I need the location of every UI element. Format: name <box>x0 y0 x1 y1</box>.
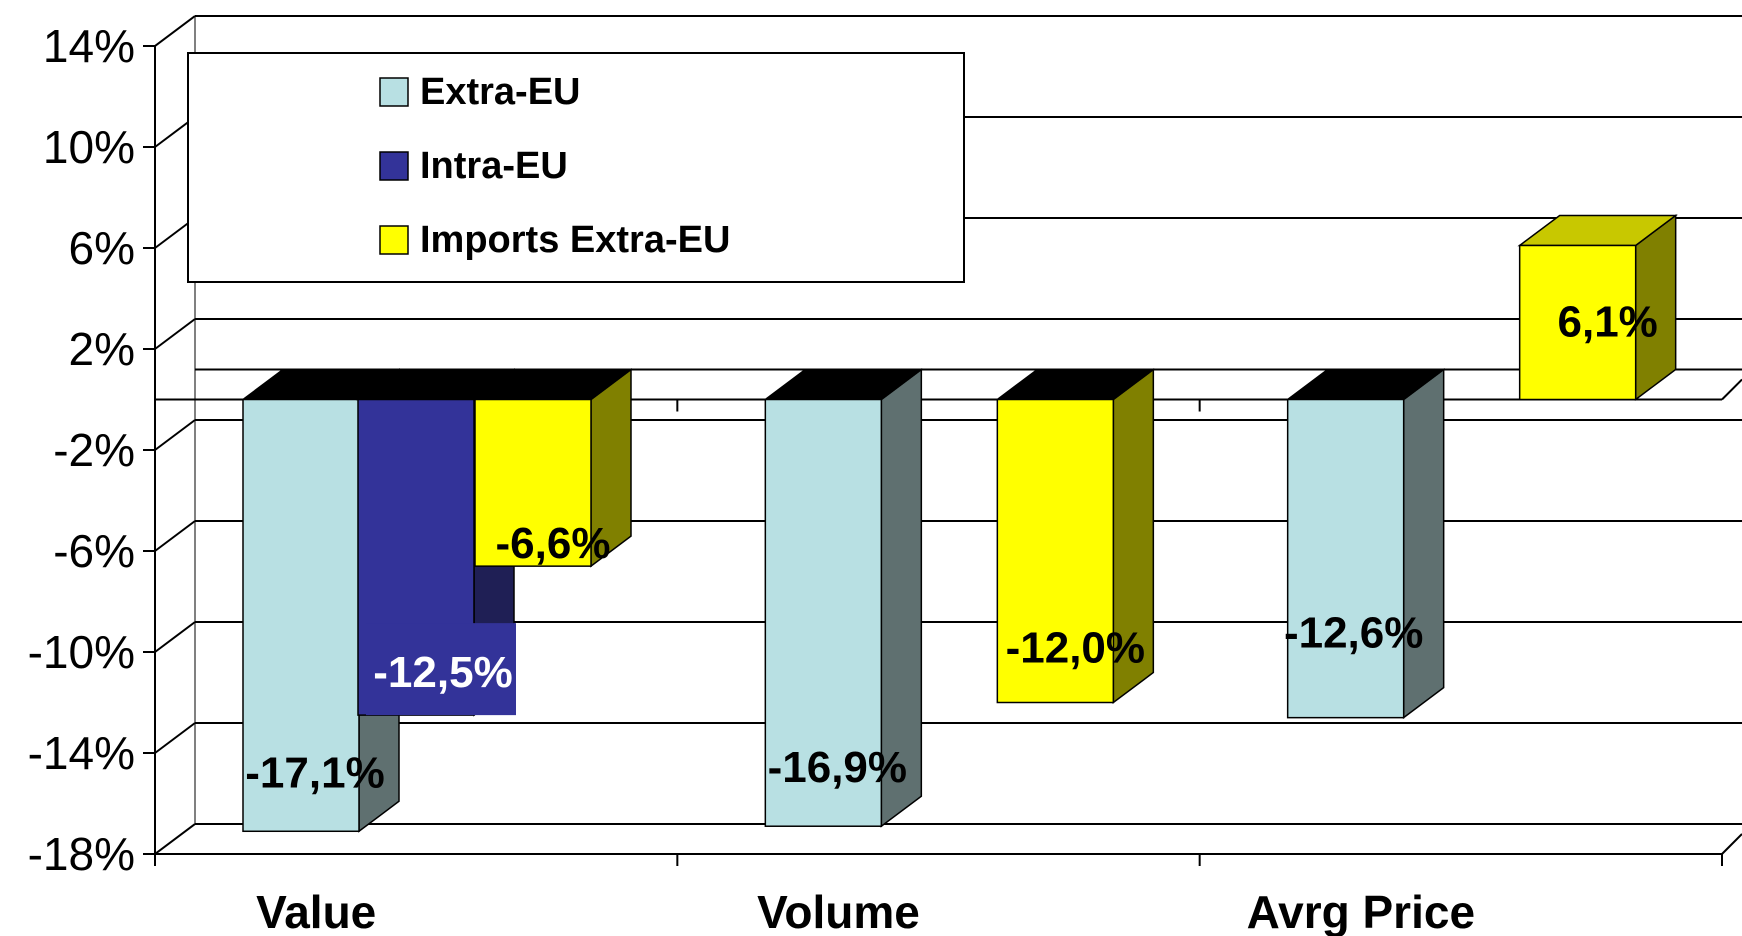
legend-swatch <box>379 151 409 181</box>
legend-label: Extra-EU <box>420 71 581 113</box>
gridline-side <box>154 520 196 552</box>
y-tick-label: 10% <box>43 121 135 173</box>
bar-extra-eu-avrg-price <box>1285 368 1446 720</box>
gridline-side <box>154 318 196 350</box>
gridlines <box>154 15 1742 855</box>
category-label: Value <box>256 886 376 936</box>
data-label: -12,6% <box>1284 609 1423 658</box>
bars <box>240 213 1678 833</box>
y-tick-label: -2% <box>53 424 135 476</box>
bar-front <box>474 398 592 567</box>
y-tick-label: -18% <box>28 828 135 880</box>
y-tick-label: -10% <box>28 626 135 678</box>
zero-line-right <box>1721 378 1742 401</box>
legend-label: Intra-EU <box>420 145 568 187</box>
bar-imports-extra-eu-value <box>472 368 634 568</box>
category-label: Avrg Price <box>1247 886 1475 936</box>
x-axis-right <box>1721 833 1742 855</box>
data-label: 6,1% <box>1558 297 1658 346</box>
bar-front <box>1518 244 1637 401</box>
bar-side <box>1402 368 1445 720</box>
data-label: -6,6% <box>496 519 611 568</box>
y-axis-ticks: 14% 10% 6% 2% -2% -6% -10% -14% -18% <box>28 20 155 880</box>
bar-extra-eu-volume <box>763 368 924 828</box>
bar-imports-extra-eu-avrg-price <box>1517 213 1678 401</box>
bar-front <box>1286 398 1405 719</box>
y-tick-label: 14% <box>43 20 135 72</box>
gridline-side <box>154 621 196 653</box>
bar-front <box>764 398 883 827</box>
legend-box <box>187 52 965 283</box>
gridline-side <box>154 823 196 855</box>
bar-front <box>242 398 360 833</box>
legend-swatch <box>379 77 409 107</box>
y-tick-label: -6% <box>53 525 135 577</box>
data-label: -16,9% <box>768 743 907 792</box>
legend: Extra-EU Intra-EU Imports Extra-EU <box>187 52 965 283</box>
legend-label: Imports Extra-EU <box>420 219 730 261</box>
gridline-side <box>154 15 196 47</box>
gridline-side <box>154 722 196 754</box>
legend-swatch <box>379 225 409 255</box>
category-label: Volume <box>757 886 920 936</box>
y-tick-label: 2% <box>69 323 135 375</box>
data-label: -12,0% <box>1006 624 1145 673</box>
y-tick-label: -14% <box>28 727 135 779</box>
bar-imports-extra-eu-volume <box>995 368 1156 704</box>
data-label-bg <box>366 623 516 716</box>
category-labels: Value Volume Avrg Price <box>256 886 1475 936</box>
data-label: -12,5% <box>373 648 512 697</box>
gridline-side <box>154 419 196 451</box>
data-labels: -17,1% -12,5% -6,6% -16,9% -12,0% -12,6% 6,1% <box>245 297 1658 797</box>
y-tick-label: 6% <box>69 222 135 274</box>
data-label: -17,1% <box>245 748 384 797</box>
bar-front <box>996 398 1115 704</box>
